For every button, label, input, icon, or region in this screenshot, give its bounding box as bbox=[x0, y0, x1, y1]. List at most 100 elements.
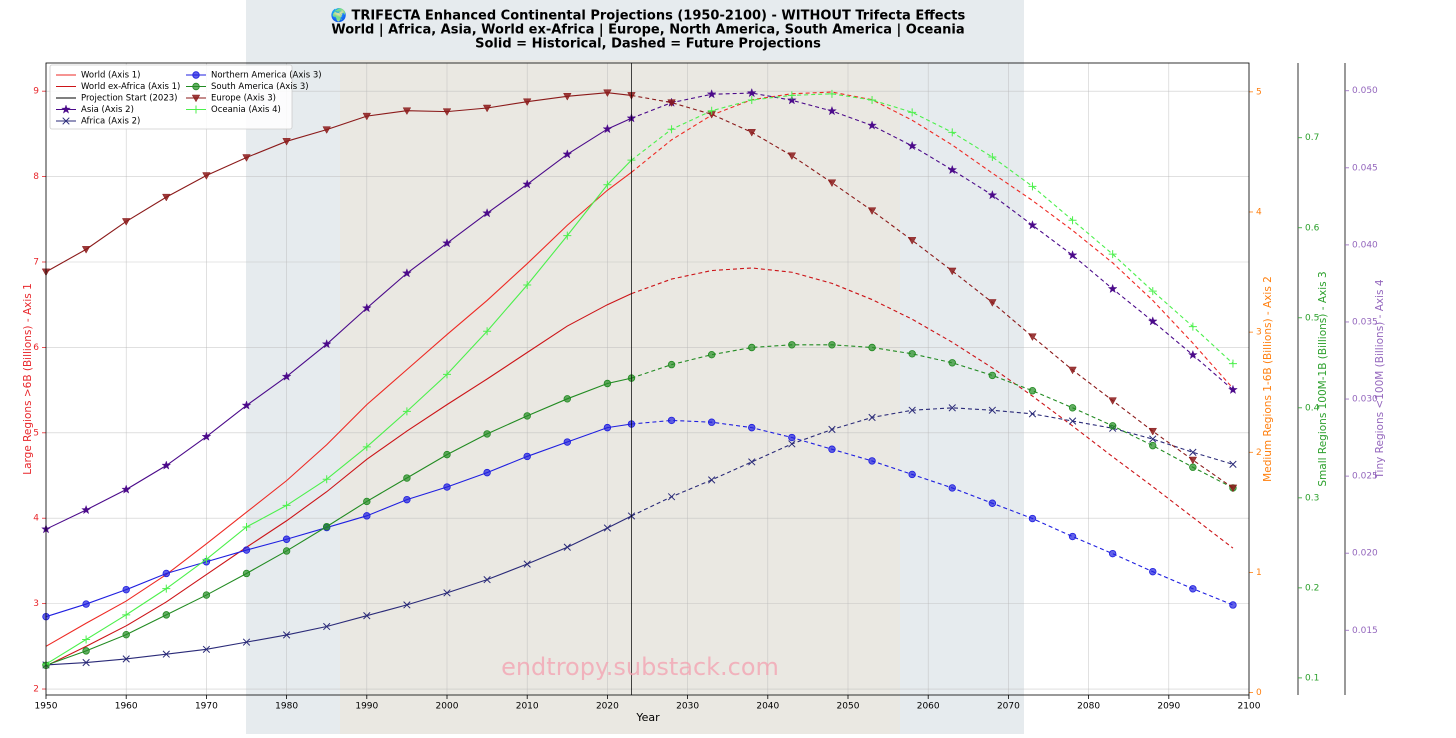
data-point bbox=[987, 190, 998, 200]
x-tick-label: 2070 bbox=[997, 702, 1020, 712]
data-point bbox=[81, 504, 91, 515]
data-point bbox=[322, 475, 331, 484]
data-point bbox=[523, 412, 531, 420]
data-point bbox=[786, 95, 797, 105]
data-point bbox=[868, 95, 877, 104]
data-point bbox=[988, 406, 997, 414]
data-point bbox=[402, 107, 412, 116]
plot-frame bbox=[45, 62, 1250, 696]
x-tick-label: 2050 bbox=[837, 702, 860, 712]
projection-line bbox=[631, 93, 1234, 364]
data-point bbox=[1028, 410, 1037, 418]
data-point bbox=[82, 647, 90, 655]
data-point bbox=[907, 237, 917, 245]
data-point bbox=[1068, 404, 1077, 412]
historical-line bbox=[45, 159, 632, 665]
y-tick-label: 0.045 bbox=[1352, 163, 1378, 173]
legend-label: Asia (Axis 2) bbox=[81, 105, 134, 115]
data-point bbox=[363, 512, 371, 520]
data-point bbox=[908, 350, 916, 358]
data-point bbox=[603, 524, 612, 532]
x-tick-label: 1970 bbox=[195, 702, 218, 712]
data-point bbox=[868, 413, 876, 422]
data-point bbox=[482, 208, 492, 218]
data-point bbox=[748, 343, 756, 352]
projection-line bbox=[631, 419, 1234, 606]
y-tick-label: 2 bbox=[33, 685, 39, 695]
historical-line bbox=[45, 423, 632, 618]
data-point bbox=[908, 470, 916, 479]
y-tick-label: 1 bbox=[1256, 568, 1262, 578]
data-point bbox=[242, 546, 251, 554]
data-point bbox=[603, 180, 612, 189]
data-point bbox=[746, 87, 757, 98]
data-point bbox=[907, 140, 918, 151]
data-point bbox=[707, 350, 716, 359]
data-point bbox=[908, 108, 917, 117]
data-point bbox=[162, 569, 170, 578]
legend-label: Africa (Axis 2) bbox=[81, 117, 140, 127]
projection-line bbox=[631, 344, 1234, 489]
data-point bbox=[1068, 366, 1077, 375]
data-point bbox=[1028, 333, 1037, 341]
x-axis-label: Year bbox=[635, 711, 660, 724]
data-point bbox=[1229, 460, 1237, 468]
data-point bbox=[522, 98, 532, 107]
x-tick-label: 2040 bbox=[756, 702, 779, 712]
data-point bbox=[122, 630, 130, 639]
data-point bbox=[948, 128, 957, 137]
x-tick-label: 1990 bbox=[355, 702, 378, 712]
chart-subtitle: World | Africa, Asia, World ex-Africa | … bbox=[331, 23, 964, 38]
data-point bbox=[1108, 549, 1117, 558]
data-point bbox=[202, 645, 211, 653]
legend-label: Projection Start (2023) bbox=[81, 94, 177, 104]
data-point bbox=[788, 341, 796, 349]
historical-line bbox=[45, 117, 632, 530]
data-point bbox=[988, 299, 997, 307]
data-point bbox=[483, 430, 491, 438]
y-tick-label: 4 bbox=[1256, 207, 1262, 217]
data-point bbox=[827, 179, 837, 188]
data-point bbox=[1147, 316, 1158, 326]
y-tick-label: 0.015 bbox=[1352, 626, 1378, 636]
data-point bbox=[323, 522, 331, 531]
data-point bbox=[403, 495, 411, 504]
historical-line bbox=[45, 92, 632, 273]
data-point bbox=[828, 445, 836, 453]
x-tick-label: 2020 bbox=[596, 702, 619, 712]
data-point bbox=[202, 591, 211, 599]
data-point bbox=[1148, 287, 1157, 296]
data-point bbox=[1108, 397, 1117, 405]
legend-label: South America (Axis 3) bbox=[211, 82, 309, 92]
y-tick-label: 0.030 bbox=[1352, 395, 1378, 405]
data-point bbox=[443, 483, 451, 491]
x-tick-label: 2100 bbox=[1238, 702, 1261, 712]
data-point bbox=[667, 360, 676, 369]
y-tick-label: 8 bbox=[33, 172, 39, 182]
data-point bbox=[707, 418, 716, 426]
data-point bbox=[322, 126, 331, 134]
data-point bbox=[1229, 601, 1237, 609]
data-point bbox=[603, 379, 612, 388]
data-point bbox=[828, 341, 836, 349]
x-tick-label: 1980 bbox=[275, 702, 298, 712]
data-point bbox=[122, 655, 130, 663]
data-point bbox=[1107, 283, 1118, 294]
data-point bbox=[522, 179, 533, 189]
data-point bbox=[1148, 427, 1157, 436]
data-point bbox=[242, 522, 251, 531]
data-point bbox=[747, 129, 756, 137]
data-point bbox=[1149, 435, 1157, 443]
data-point bbox=[443, 370, 451, 379]
y-tick-label: 0.1 bbox=[1305, 673, 1319, 683]
historical-line bbox=[45, 515, 632, 666]
data-point bbox=[282, 501, 291, 510]
data-point bbox=[443, 589, 451, 597]
data-point bbox=[708, 476, 716, 484]
legend-box bbox=[49, 64, 293, 130]
y-tick-label: 0.020 bbox=[1352, 549, 1378, 559]
x-tick-label: 2090 bbox=[1157, 702, 1180, 712]
data-point bbox=[442, 108, 452, 116]
historical-line bbox=[45, 171, 632, 647]
